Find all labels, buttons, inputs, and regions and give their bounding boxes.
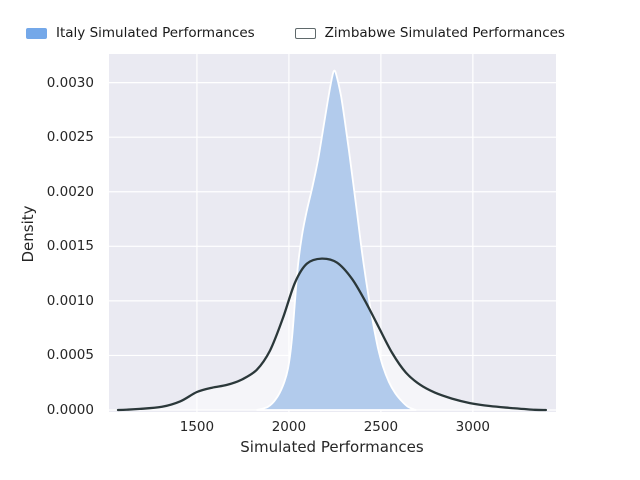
y-tick-label: 0.0010 <box>46 292 94 309</box>
legend-entry-zimbabwe: Zimbabwe Simulated Performances <box>294 25 565 41</box>
plot-svg <box>109 54 556 412</box>
x-tick-label: 2500 <box>363 419 399 435</box>
x-tick-label: 1500 <box>179 419 215 435</box>
plot-area <box>109 54 556 412</box>
legend-swatch-italy <box>26 27 47 39</box>
y-tick-label: 0.0015 <box>46 238 94 255</box>
y-tick-label: 0.0020 <box>46 183 94 200</box>
x-tick-label: 3000 <box>455 419 491 435</box>
y-tick-label: 0.0025 <box>46 129 94 146</box>
y-tick-label: 0.0030 <box>46 74 94 91</box>
legend-label-zimbabwe: Zimbabwe Simulated Performances <box>324 25 565 41</box>
legend-label-italy: Italy Simulated Performances <box>56 25 255 41</box>
legend-swatch-zimbabwe <box>294 27 316 39</box>
y-tick-label: 0.0000 <box>46 402 94 419</box>
y-axis-label: Density <box>19 205 37 263</box>
x-axis-label: Simulated Performances <box>240 438 424 456</box>
legend: Italy Simulated Performances Zimbabwe Si… <box>26 25 565 41</box>
legend-entry-italy: Italy Simulated Performances <box>26 25 255 41</box>
x-tick-label: 2000 <box>271 419 307 435</box>
y-tick-label: 0.0005 <box>46 347 94 364</box>
